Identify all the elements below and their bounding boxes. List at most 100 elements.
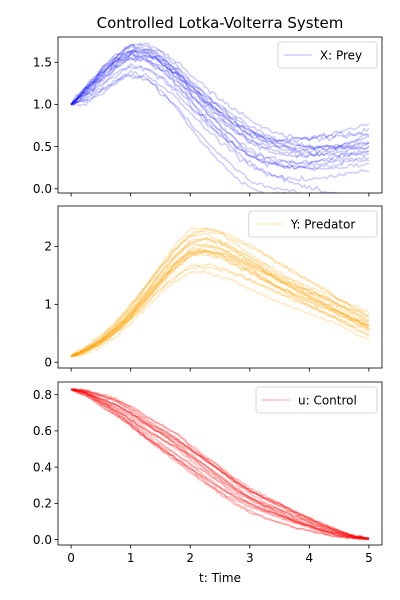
y-tick-label: 1 xyxy=(44,298,52,312)
trajectory-line xyxy=(70,388,370,540)
trajectory-line xyxy=(70,253,370,358)
legend: Y: Predator xyxy=(248,210,378,238)
panel-3: 0.0 0.2 0.4 0.6 0.8 0 1 2 3 4 5 u: Control xyxy=(33,381,383,565)
trajectory-line xyxy=(70,50,370,158)
y-tick-label: 0.5 xyxy=(33,140,52,154)
trajectory-line xyxy=(70,49,370,158)
trajectory-line xyxy=(71,387,369,540)
y-tick-label: 2 xyxy=(44,240,52,254)
trajectory-line xyxy=(71,388,370,541)
trajectory-line xyxy=(71,244,370,358)
trajectory-line xyxy=(70,237,370,357)
trajectory-line xyxy=(70,65,370,182)
trajectory-line xyxy=(70,388,370,540)
trajectory-line xyxy=(70,52,369,166)
y-tick-label: 0.0 xyxy=(33,182,52,196)
axes-frame xyxy=(57,36,383,194)
legend-label: X: Prey xyxy=(320,49,362,63)
trajectory-line xyxy=(70,46,369,152)
y-tick-label: 0.6 xyxy=(33,424,52,438)
x-tick-label: 0 xyxy=(67,551,75,565)
y-tick-label: 1.0 xyxy=(33,98,52,112)
legend-box xyxy=(248,210,378,238)
x-tick-label: 5 xyxy=(365,551,373,565)
panel-2: 0 1 2 Y: Predator xyxy=(44,205,383,372)
trajectory-line xyxy=(70,388,370,540)
y-tick-label: 1.5 xyxy=(33,55,52,69)
trajectory-line xyxy=(70,388,370,541)
x-tick-label: 1 xyxy=(127,551,135,565)
trajectories xyxy=(70,226,370,358)
y-tick-label: 0 xyxy=(44,355,52,369)
y-tick-label: 0.4 xyxy=(33,460,52,474)
panel-1: 0.0 0.5 1.0 1.5 X: Prey xyxy=(33,36,383,197)
trajectory-line xyxy=(70,249,370,357)
trajectory-line xyxy=(71,388,369,540)
legend-label: Y: Predator xyxy=(290,218,356,232)
legend-box xyxy=(255,386,378,414)
trajectory-line xyxy=(71,388,370,541)
trajectory-line xyxy=(70,248,370,357)
trajectory-line xyxy=(70,48,370,151)
trajectory-line xyxy=(70,232,370,357)
y-tick-label: 0.2 xyxy=(33,497,52,511)
x-axis-label: t: Time xyxy=(199,571,241,585)
trajectory-line xyxy=(70,250,370,358)
trajectories xyxy=(70,387,370,541)
trajectory-line xyxy=(70,388,369,540)
trajectory-line xyxy=(70,388,369,540)
trajectory-line xyxy=(70,69,343,193)
trajectory-line xyxy=(71,75,288,193)
trajectory-line xyxy=(70,245,369,358)
axes-frame xyxy=(57,205,383,369)
trajectory-line xyxy=(71,270,370,358)
trajectory-line xyxy=(70,388,370,540)
trajectory-line xyxy=(70,243,370,358)
trajectory-line xyxy=(70,388,369,540)
trajectory-line xyxy=(71,248,370,358)
trajectory-line xyxy=(70,49,370,159)
trajectory-line xyxy=(71,388,369,539)
trajectory-line xyxy=(70,226,370,358)
trajectory-line xyxy=(70,236,370,358)
trajectory-line xyxy=(70,250,370,358)
trajectory-line xyxy=(70,230,370,357)
trajectory-line xyxy=(70,263,370,358)
trajectory-line xyxy=(70,56,370,172)
trajectory-line xyxy=(70,47,370,151)
trajectories xyxy=(70,42,370,193)
trajectory-line xyxy=(70,388,369,541)
legend: u: Control xyxy=(255,386,378,414)
legend-label: u: Control xyxy=(298,394,357,408)
trajectory-line xyxy=(70,56,370,169)
trajectory-line xyxy=(70,50,370,155)
x-tick-label: 4 xyxy=(306,551,314,565)
x-tick-label: 3 xyxy=(246,551,254,565)
y-tick-label: 0.0 xyxy=(33,533,52,547)
x-tick-label: 2 xyxy=(186,551,194,565)
trajectory-line xyxy=(71,237,370,358)
trajectory-line xyxy=(70,388,370,540)
trajectory-line xyxy=(70,388,370,540)
trajectory-line xyxy=(70,264,370,358)
trajectory-line xyxy=(70,73,360,193)
legend-box xyxy=(277,41,378,69)
trajectory-line xyxy=(70,52,370,152)
trajectory-line xyxy=(71,62,370,171)
trajectory-line xyxy=(71,388,370,540)
trajectory-line xyxy=(70,57,369,166)
axes-frame xyxy=(57,381,383,546)
trajectory-line xyxy=(70,388,369,540)
trajectory-line xyxy=(70,227,370,358)
trajectory-line xyxy=(71,388,370,541)
trajectory-line xyxy=(70,250,370,358)
trajectory-line xyxy=(70,42,369,143)
legend: X: Prey xyxy=(277,41,378,69)
chart-title: Controlled Lotka-Volterra System xyxy=(97,14,344,32)
y-tick-label: 0.8 xyxy=(33,388,52,402)
trajectory-line xyxy=(70,43,370,143)
trajectory-line xyxy=(71,388,370,540)
trajectory-line xyxy=(70,42,370,143)
